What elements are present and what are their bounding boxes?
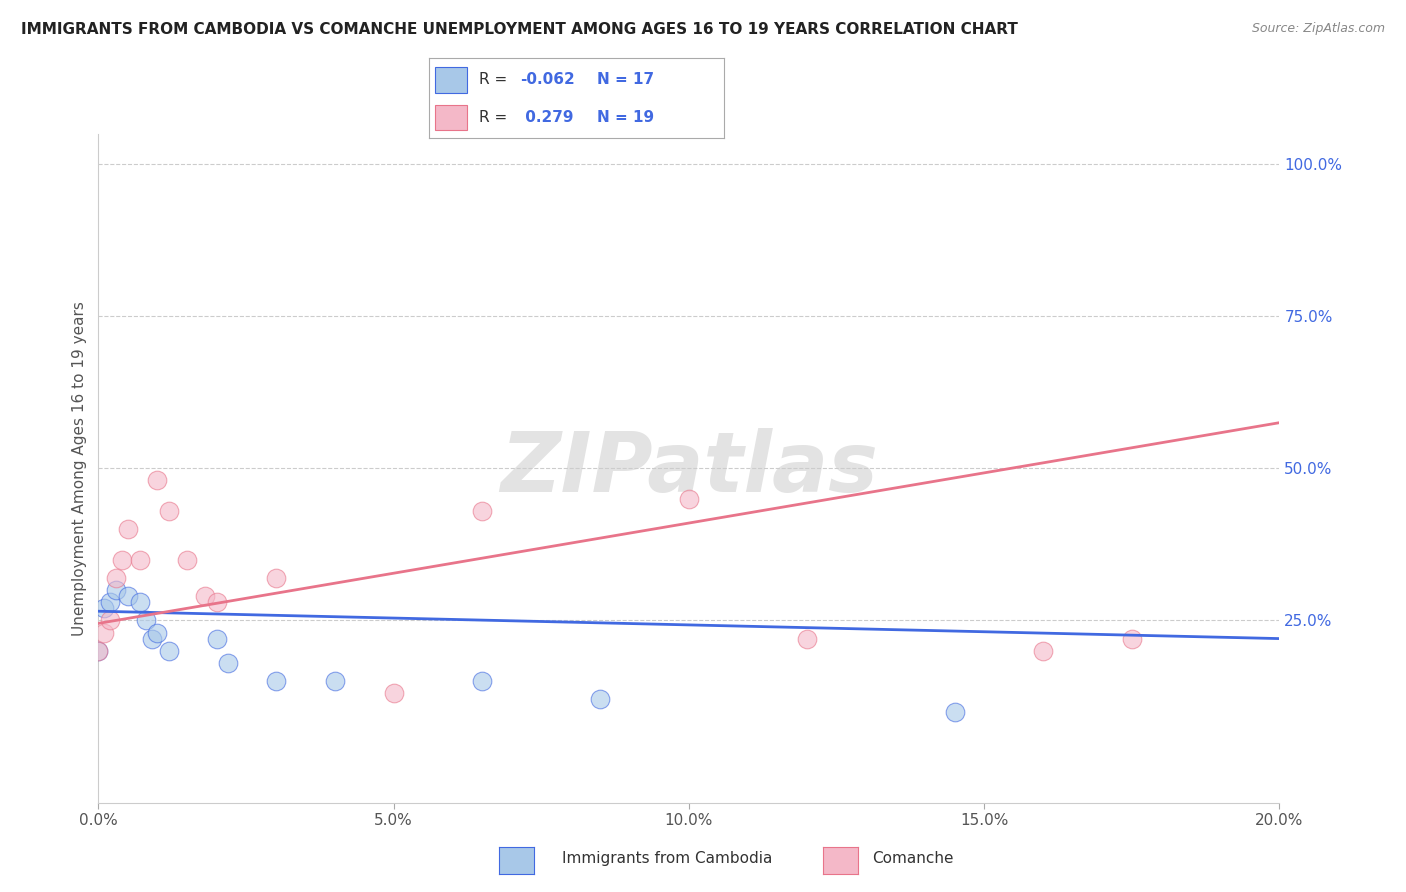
Text: IMMIGRANTS FROM CAMBODIA VS COMANCHE UNEMPLOYMENT AMONG AGES 16 TO 19 YEARS CORR: IMMIGRANTS FROM CAMBODIA VS COMANCHE UNE… [21,22,1018,37]
Point [87,644,110,658]
Point [128,552,150,566]
Point [1032,644,1054,658]
Point [264,674,287,689]
Text: N = 19: N = 19 [598,110,654,125]
Point [194,589,217,603]
Point [205,632,228,646]
Point [128,595,150,609]
Point [471,674,494,689]
Point [135,613,157,627]
FancyBboxPatch shape [434,67,467,93]
Point [1121,632,1143,646]
Point [98,613,121,627]
Point [589,692,612,706]
Point [98,595,121,609]
Point [105,571,128,585]
Point [382,686,405,700]
Text: Source: ZipAtlas.com: Source: ZipAtlas.com [1251,22,1385,36]
Point [141,632,163,646]
Point [105,582,128,597]
Point [678,491,700,506]
Point [117,589,139,603]
Point [205,595,228,609]
Text: Immigrants from Cambodia: Immigrants from Cambodia [562,852,773,866]
Point [93,601,115,615]
Point [93,625,115,640]
Text: Comanche: Comanche [872,852,953,866]
Point [157,644,180,658]
Point [146,625,169,640]
Text: R =: R = [479,110,512,125]
Point [471,504,494,518]
Text: ZIPatlas: ZIPatlas [501,428,877,508]
Y-axis label: Unemployment Among Ages 16 to 19 years: Unemployment Among Ages 16 to 19 years [72,301,87,636]
Point [323,674,346,689]
Point [264,571,287,585]
Point [157,504,180,518]
Point [111,552,134,566]
Point [176,552,198,566]
Point [217,656,239,670]
Point [796,632,818,646]
Point [87,644,110,658]
Text: 0.279: 0.279 [520,110,574,125]
Point [943,705,966,719]
Text: -0.062: -0.062 [520,72,575,87]
FancyBboxPatch shape [434,104,467,130]
Point [146,474,169,488]
Text: N = 17: N = 17 [598,72,654,87]
Text: R =: R = [479,72,512,87]
Point [117,522,139,536]
